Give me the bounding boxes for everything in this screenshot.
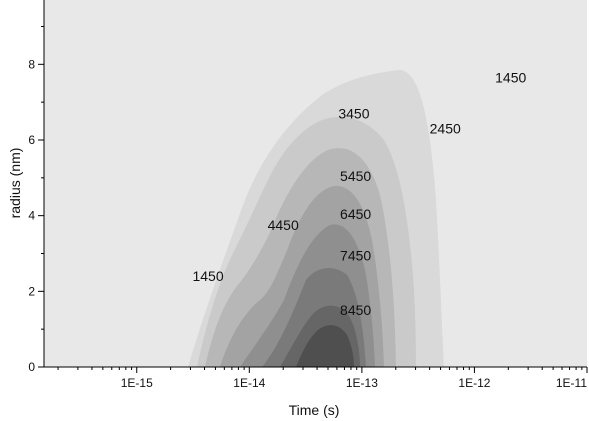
x-axis-title: Time (s) (289, 402, 340, 418)
y-tick-label: 2 (28, 284, 35, 298)
contour-label-7450: 7450 (340, 247, 371, 263)
y-tick-label: 0 (28, 360, 35, 374)
contour-label-2450: 2450 (430, 121, 461, 137)
contour-label-1450: 1450 (495, 70, 526, 86)
y-ticks: 0 2 4 6 8 (28, 25, 44, 374)
plot-area: 1450 4450 3450 2450 1450 5450 6450 7450 8450 (44, 0, 587, 367)
axes: 1E-15 1E-14 1E-13 1E-12 1E-11 0 2 4 6 8 (28, 0, 588, 390)
contour-labels: 1450 4450 3450 2450 1450 5450 6450 7450 8450 (192, 70, 526, 319)
x-tick-label: 1E-13 (346, 376, 378, 390)
x-tick-label: 1E-11 (556, 376, 587, 390)
x-tick-label: 1E-12 (458, 376, 490, 390)
contour-label-1450: 1450 (192, 268, 223, 284)
x-tick-label: 1E-15 (121, 376, 153, 390)
y-tick-label: 6 (28, 133, 35, 147)
contour-bands (150, 0, 487, 367)
contour-label-5450: 5450 (340, 168, 371, 184)
contour-label-6450: 6450 (340, 206, 371, 222)
contour-label-8450: 8450 (340, 302, 371, 318)
x-ticks: 1E-15 1E-14 1E-13 1E-12 1E-11 (57, 367, 588, 390)
y-axis-title: radius (nm) (7, 148, 23, 219)
contour-band-9 (296, 325, 354, 367)
x-tick-label: 1E-14 (233, 376, 265, 390)
contour-label-4450: 4450 (268, 217, 299, 233)
y-tick-label: 4 (28, 209, 35, 223)
y-tick-label: 8 (28, 57, 35, 71)
contour-label-3450: 3450 (338, 106, 369, 122)
